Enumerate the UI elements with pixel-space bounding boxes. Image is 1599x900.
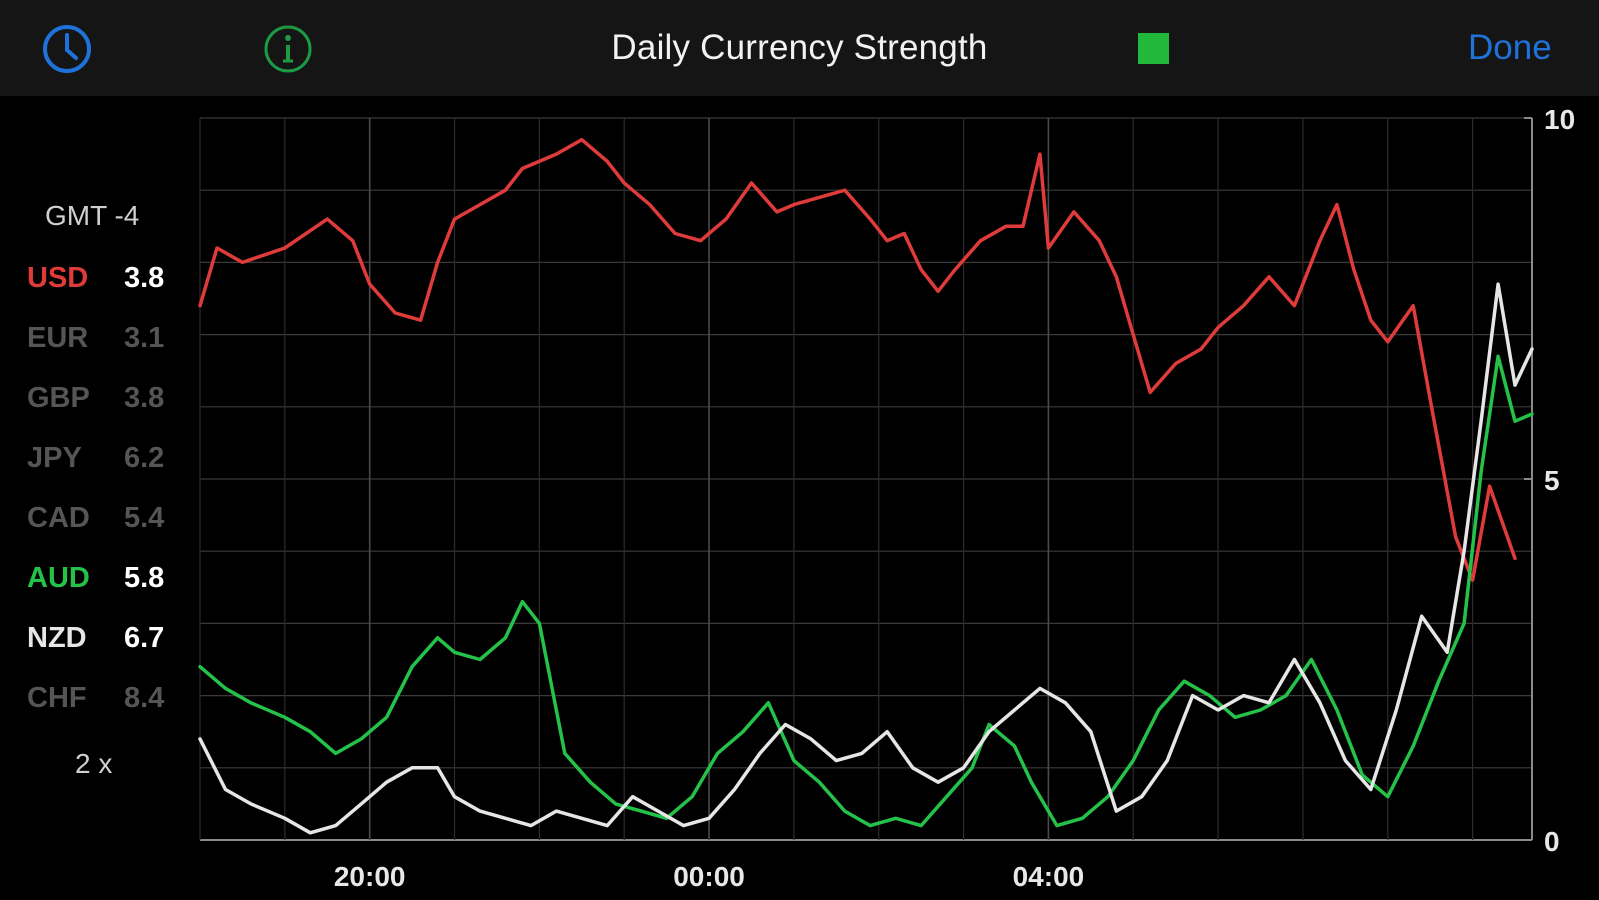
y-tick-label: 0 [1544, 826, 1560, 857]
currency-code: JPY [27, 442, 82, 474]
timezone-label[interactable]: GMT -4 [45, 200, 140, 231]
currency-code: USD [27, 262, 89, 294]
currency-code: EUR [27, 322, 89, 354]
currency-value: 3.1 [124, 322, 165, 354]
strength-chart: 0 5 10 20:00 00:00 04:00 [198, 104, 1575, 892]
info-icon[interactable] [262, 23, 314, 75]
x-tick-label: 04:00 [1013, 861, 1085, 892]
clock-icon[interactable] [41, 23, 93, 75]
currency-code: CAD [27, 502, 90, 534]
color-indicator[interactable] [1138, 33, 1169, 64]
x-tick-label: 20:00 [334, 861, 406, 892]
currency-value: 6.2 [124, 442, 165, 474]
legend-item-eur[interactable]: EUR 3.1 [0, 322, 200, 362]
legend-item-chf[interactable]: CHF 8.4 [0, 682, 200, 722]
zoom-button[interactable]: 2 x [75, 748, 113, 779]
top-bar: Daily Currency Strength Done [0, 0, 1599, 96]
legend-item-nzd[interactable]: NZD 6.7 [0, 622, 200, 662]
currency-value: 3.8 [124, 262, 165, 294]
y-tick-label: 10 [1544, 104, 1575, 135]
currency-code: CHF [27, 682, 87, 714]
currency-value: 5.4 [124, 502, 165, 534]
currency-value: 5.8 [124, 562, 165, 594]
currency-value: 6.7 [124, 622, 165, 654]
series-line-nzd [198, 282, 1534, 835]
y-tick-label: 5 [1544, 465, 1560, 496]
x-tick-label: 00:00 [673, 861, 745, 892]
page-title: Daily Currency Strength [611, 28, 988, 67]
series-line-usd [198, 137, 1517, 582]
series-line-aud [198, 354, 1534, 828]
legend-item-cad[interactable]: CAD 5.4 [0, 502, 200, 542]
currency-code: GBP [27, 382, 90, 414]
legend-item-usd[interactable]: USD 3.8 [0, 262, 200, 302]
currency-code: NZD [27, 622, 87, 654]
currency-value: 8.4 [124, 682, 165, 714]
legend-item-gbp[interactable]: GBP 3.8 [0, 382, 200, 422]
currency-value: 3.8 [124, 382, 165, 414]
currency-code: AUD [27, 562, 90, 594]
legend-item-jpy[interactable]: JPY 6.2 [0, 442, 200, 482]
legend-item-aud[interactable]: AUD 5.8 [0, 562, 200, 602]
done-button[interactable]: Done [1468, 28, 1552, 67]
